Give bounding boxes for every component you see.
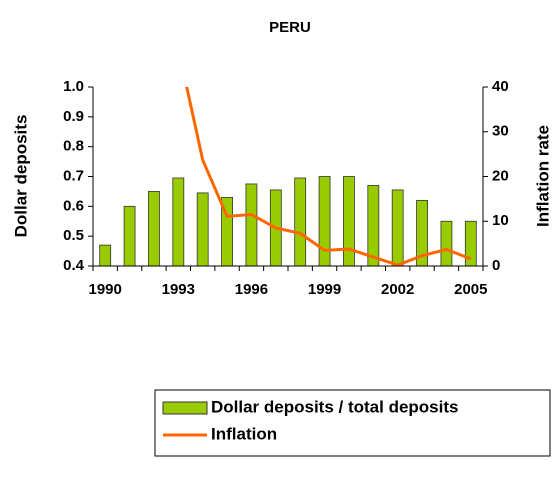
y2-tick-label: 30 (492, 123, 509, 140)
chart-title: PERU (269, 19, 311, 36)
y-tick-label: 0.7 (63, 167, 84, 184)
bar (391, 189, 404, 267)
y-tick-label: 0.6 (63, 197, 84, 214)
y-tick-label: 1.0 (63, 78, 84, 95)
legend-box (154, 389, 551, 457)
x-tick-label: 1999 (308, 281, 341, 298)
y2-tick-label: 40 (492, 78, 509, 95)
y-tick-label: 0.8 (63, 138, 84, 155)
y2-tick-label: 20 (492, 167, 509, 184)
x-tick-label: 1990 (89, 281, 122, 298)
bar (318, 176, 331, 267)
bar (99, 244, 112, 267)
y2-tick-label: 10 (492, 212, 509, 229)
bar (367, 185, 380, 267)
y2-axis-title: Inflation rate (533, 125, 552, 227)
legend-swatch (162, 401, 208, 415)
y-tick-label: 0.5 (63, 227, 84, 244)
legend-label: Dollar deposits / total deposits (211, 397, 458, 416)
bar (294, 177, 307, 267)
legend-label: Inflation (211, 424, 277, 443)
y-tick-label: 0.4 (63, 257, 85, 274)
bar (172, 177, 185, 267)
line (185, 87, 472, 266)
y-axis-title: Dollar deposits (11, 115, 30, 238)
bar (196, 192, 209, 267)
x-tick-label: 2002 (381, 281, 414, 298)
x-tick-label: 1996 (235, 281, 268, 298)
bar (245, 183, 258, 267)
x-tick-label: 1993 (162, 281, 195, 298)
bar (148, 191, 160, 267)
bar (343, 176, 355, 267)
y2-tick-label: 0 (492, 257, 500, 274)
x-tick-label: 2005 (454, 281, 487, 298)
bar (123, 205, 136, 267)
y-tick-label: 0.9 (63, 108, 84, 125)
bar (440, 220, 453, 267)
bar (464, 220, 477, 267)
